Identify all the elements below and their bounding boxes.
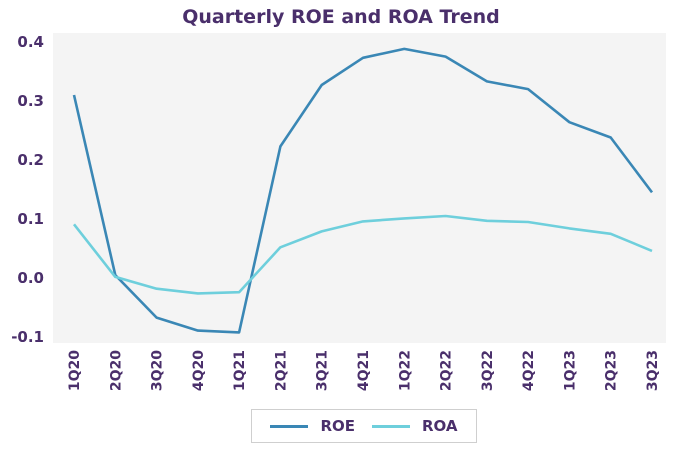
x-tick-label: 3Q21 [315, 350, 331, 391]
legend-label-roe: ROE [320, 417, 356, 435]
x-tick-label: 4Q20 [191, 350, 207, 391]
y-axis-ticks: -0.1 0.0 0.1 0.2 0.3 0.4 [11, 33, 44, 346]
legend-label-roa: ROA [421, 417, 458, 435]
x-tick-label: 1Q21 [232, 350, 248, 391]
y-tick-label: 0.4 [17, 33, 44, 51]
series-lines [72, 47, 654, 334]
x-tick-label: 1Q23 [562, 350, 578, 391]
legend-item-roe: ROE [270, 417, 355, 435]
y-tick-label: 0.3 [17, 92, 44, 110]
legend-swatch-roa [371, 424, 410, 428]
x-tick-label: 2Q22 [439, 350, 455, 391]
x-tick-label: 3Q22 [480, 350, 496, 391]
x-tick-label: 2Q20 [108, 350, 124, 391]
chart-title: Quarterly ROE and ROA Trend [182, 6, 500, 28]
x-tick-label: 4Q22 [521, 350, 537, 391]
x-tick-label: 3Q23 [645, 350, 661, 391]
legend: ROE ROA [251, 409, 477, 443]
y-tick-label: -0.1 [11, 328, 44, 346]
x-tick-label: 2Q23 [604, 350, 620, 391]
x-tick-label: 2Q21 [273, 350, 289, 391]
x-tick-label: 4Q21 [356, 350, 372, 391]
y-tick-label: 0.1 [17, 210, 44, 228]
x-tick-label: 1Q22 [397, 350, 413, 391]
series-line-roa [72, 214, 653, 295]
x-tick-label: 3Q20 [150, 350, 166, 391]
x-axis-ticks: 1Q20 2Q20 3Q20 4Q20 1Q21 2Q21 3Q21 4Q21 1Q22 2Q22… [67, 350, 661, 391]
x-tick-label: 1Q20 [67, 350, 83, 391]
series-line-roe [72, 47, 654, 334]
y-tick-label: 0.2 [17, 151, 44, 169]
legend-swatch-roe [270, 424, 309, 428]
legend-item-roa: ROA [371, 417, 458, 435]
y-tick-label: 0.0 [17, 269, 44, 287]
plot-area [53, 33, 666, 343]
